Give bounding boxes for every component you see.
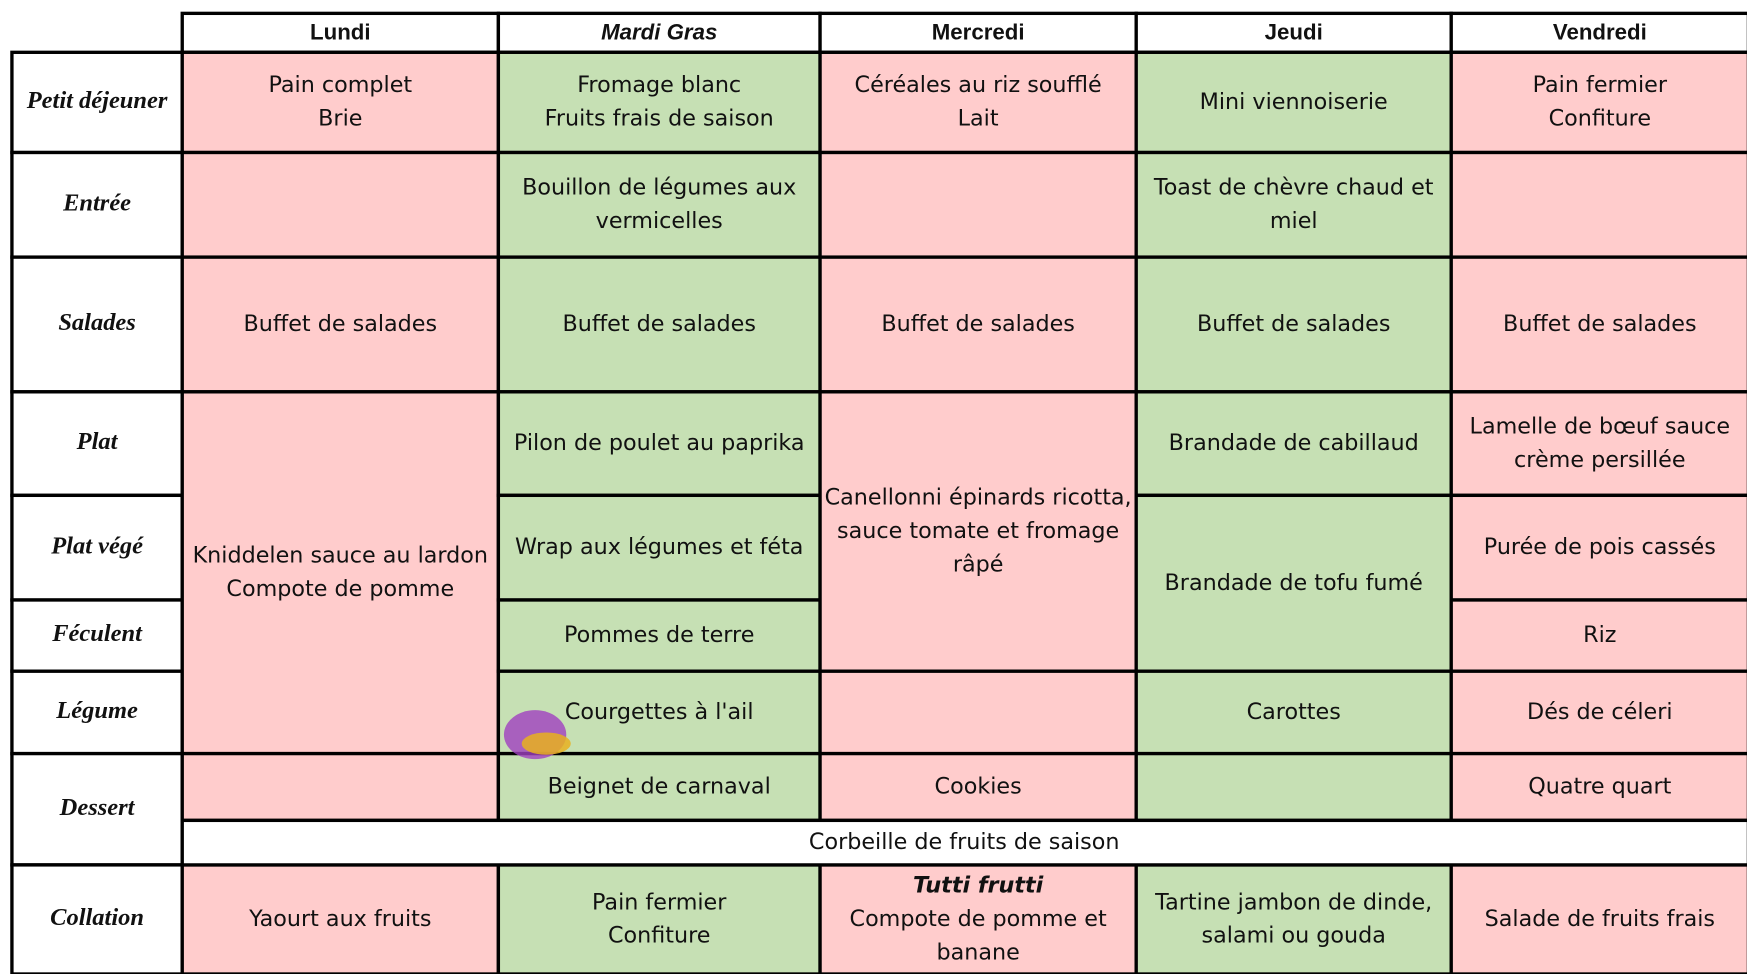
cell-text: miel [1270,208,1318,234]
menu-cell [1134,50,1453,155]
cell-text: Salade de fruits frais [1485,906,1715,932]
fruit-row-cell [180,818,1747,867]
cell-text: Carottes [1247,699,1341,725]
menu-cell [180,50,501,155]
cell-text: Cookies [935,773,1022,799]
row-label-cell [10,150,184,259]
cell-text: Toast de chèvre chaud et [1153,175,1434,201]
row-label-cell [10,669,184,756]
cell-text: Purée de pois cassés [1484,534,1716,560]
cell-text: Kniddelen sauce au lardon [193,543,488,569]
cell-text: Fromage blanc [577,72,741,98]
menu-cell [1449,255,1747,394]
cell-text: Wrap aux légumes et féta [515,534,803,560]
menu-cell [496,598,822,673]
cell-text: Dés de céleri [1527,699,1673,725]
menu-cell [1449,390,1747,498]
cell-text: Pain complet [268,72,412,98]
menu-cell [180,751,501,823]
cell-text: salami ou gouda [1202,923,1386,949]
cell-text: Yaourt aux fruits [248,906,431,932]
cell-text: Beignet de carnaval [548,773,771,799]
menu-cell [818,255,1138,394]
row-label-cell [10,863,184,974]
menu-cell [496,150,822,259]
cell-text: Buffet de salades [1503,311,1697,337]
menu-cell [496,50,822,155]
row-label: Collation [50,904,144,931]
mask-icon-part [521,732,571,755]
menu-cell [1134,669,1453,756]
cell-text: Buffet de salades [244,311,438,337]
cell-text: Compote de pomme [226,576,454,602]
row-label: Salades [58,309,136,336]
fruit-row-text: Corbeille de fruits de saison [809,829,1120,855]
cell-text: Fruits frais de saison [545,106,774,132]
day-header: Lundi [310,19,371,44]
cell-text: Lait [958,106,999,132]
cell-text: Quatre quart [1528,773,1671,799]
cell-text: Confiture [608,923,710,949]
cell-text: Mini viennoiserie [1200,89,1388,115]
row-label: Féculent [51,620,143,647]
cell-text: crème persillée [1514,447,1686,473]
row-label: Dessert [59,794,136,821]
day-header: Mercredi [932,19,1025,44]
cell-text: Brandade de tofu fumé [1165,570,1423,596]
day-header: Jeudi [1265,19,1323,44]
menu-cell [1449,669,1747,756]
cell-text: vermicelles [596,208,723,234]
cell-text: Pain fermier [1533,72,1668,98]
day-header: Vendredi [1553,19,1647,44]
cell-text: Riz [1583,622,1616,648]
row-label-cell [10,751,184,867]
cell-text: Pain fermier [592,889,727,915]
cell-text: Brie [318,106,362,132]
menu-cell [496,863,822,974]
cell-text: Buffet de salades [1197,311,1391,337]
row-label: Plat [76,428,119,455]
cell-text: banane [936,939,1019,965]
cell-text: Compote de pomme et [850,906,1107,932]
cell-text: Lamelle de bœuf sauce [1470,413,1731,439]
menu-cell [818,50,1138,155]
cell-text: Confiture [1549,106,1651,132]
menu-cell [1134,863,1453,974]
menu-cell [1449,751,1747,823]
cell-text: Bouillon de légumes aux [522,175,796,201]
day-header: Mardi Gras [601,19,717,44]
row-label-cell [10,493,184,602]
menu-cell [180,150,501,259]
cell-text: Pommes de terre [564,622,754,648]
cell-text: sauce tomate et fromage [837,518,1119,544]
cell-text: Courgettes à l'ail [565,699,754,725]
menu-cell [496,493,822,602]
cell-text: Céréales au riz soufflé [855,72,1102,98]
menu-cell [180,390,501,756]
cell-text: Canellonni épinards ricotta, [825,485,1132,511]
menu-cell [1134,751,1453,823]
menu-cell [818,751,1138,823]
menu-cell [1449,150,1747,259]
row-label-cell [10,598,184,673]
menu-cell [818,150,1138,259]
cell-text: Pilon de poulet au paprika [514,430,805,456]
row-label: Entrée [62,189,131,216]
cell-text: Tartine jambon de dinde, [1154,889,1432,915]
row-label: Légume [55,697,138,724]
cell-text: râpé [953,551,1004,577]
menu-cell [1134,493,1453,673]
menu-cell [818,669,1138,756]
menu-cell [1449,50,1747,155]
cell-text: Buffet de salades [881,311,1075,337]
row-label: Plat végé [50,532,144,559]
row-label: Petit déjeuner [26,87,168,114]
menu-cell [1134,150,1453,259]
cell-tag: Tutti frutti [913,873,1044,899]
cell-text: Brandade de cabillaud [1169,430,1419,456]
cell-text: Buffet de salades [562,311,756,337]
